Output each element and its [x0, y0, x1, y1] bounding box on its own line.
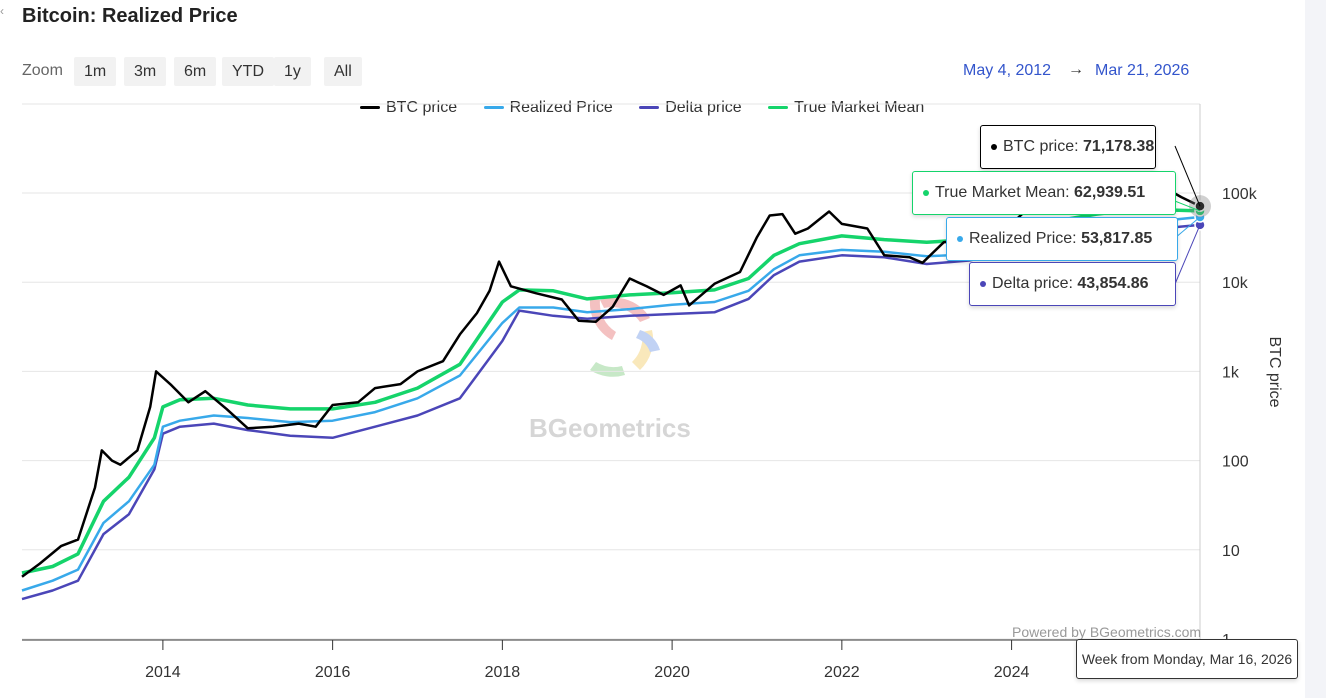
tooltip-realized-price: Realized Price: 53,817.85: [946, 217, 1178, 261]
range-from-date[interactable]: May 4, 2012: [963, 62, 1052, 79]
chart-title: Bitcoin: Realized Price: [22, 5, 238, 27]
range-arrow-icon: →: [1068, 61, 1084, 78]
tooltip-tmm-label: True Market Mean:: [935, 184, 1070, 201]
x-axis: 2014 2016 2018 2020 2022 2024: [22, 639, 1200, 681]
tooltip-btc-dot-icon: [991, 143, 997, 150]
y-tick-label: 10: [1222, 543, 1240, 560]
y-tick-label: 1k: [1222, 364, 1240, 381]
x-tick-label: 2014: [145, 664, 181, 681]
legend-item-realized[interactable]: Realized Price: [483, 99, 613, 117]
scroll-left-arrow-icon[interactable]: ‹: [0, 4, 4, 18]
x-tick-label: 2016: [315, 664, 351, 681]
y-axis-title: BTC price: [1266, 336, 1283, 407]
x-tick-label: 2018: [485, 664, 521, 681]
y-tick-label: 10k: [1222, 275, 1249, 292]
watermark-text: BGeometrics: [529, 413, 691, 443]
tooltip-true-market-mean: True Market Mean: 62,939.51: [912, 171, 1176, 215]
tooltip-date: Week from Monday, Mar 16, 2026: [1076, 639, 1298, 679]
tooltip-connector-btc: [1174, 145, 1201, 207]
zoom-all-button[interactable]: All: [324, 57, 362, 86]
legend-label-realized: Realized Price: [509, 99, 613, 116]
tooltip-btc-label: BTC price:: [1003, 138, 1079, 155]
y-tick-label: 100k: [1222, 186, 1258, 203]
tooltip-dp-dot-icon: [980, 280, 986, 287]
tooltip-delta-price: Delta price: 43,854.86: [969, 262, 1176, 306]
legend-label-btc: BTC price: [386, 99, 458, 116]
tooltip-rp-value: 53,817.85: [1081, 230, 1153, 247]
tooltip-btc-value: 71,178.38: [1083, 138, 1155, 155]
tooltip-connector-delta: [1174, 224, 1201, 285]
legend-swatch-delta: [639, 106, 660, 110]
x-tick-label: 2024: [994, 664, 1030, 681]
credits-link[interactable]: Powered by BGeometrics.com: [1012, 624, 1202, 640]
range-to-date[interactable]: Mar 21, 2026: [1095, 62, 1190, 79]
legend-item-tmm[interactable]: True Market Mean: [768, 99, 924, 117]
chart-hover-markers: [1151, 145, 1211, 285]
zoom-label: Zoom: [22, 62, 63, 79]
y-axis: 1101001k10k100k: [1222, 186, 1258, 649]
tooltip-rp-label: Realized Price:: [969, 230, 1077, 247]
x-tick-label: 2022: [824, 664, 860, 681]
zoom-1m-button[interactable]: 1m: [74, 57, 117, 86]
legend-swatch-tmm: [768, 106, 789, 110]
legend-item-btc[interactable]: BTC price: [360, 99, 457, 117]
legend-label-tmm: True Market Mean: [794, 99, 925, 116]
tooltip-rp-dot-icon: [957, 235, 963, 242]
tooltip-dp-value: 43,854.86: [1077, 275, 1149, 292]
tooltip-btc-price: BTC price: 71,178.38: [980, 125, 1156, 169]
tooltip-connector-realized: [1174, 216, 1201, 239]
x-tick-label: 2020: [654, 664, 690, 681]
legend-item-delta[interactable]: Delta price: [639, 99, 742, 117]
tooltip-tmm-dot-icon: [923, 189, 929, 196]
legend-swatch-btc: [360, 106, 380, 110]
tooltip-dp-label: Delta price:: [992, 275, 1073, 292]
y-tick-label: 100: [1222, 454, 1249, 471]
zoom-ytd-button[interactable]: YTD: [222, 57, 274, 86]
legend-label-delta: Delta price: [665, 99, 742, 116]
series-line-delta: [21, 223, 1201, 601]
legend-swatch-realized: [483, 106, 504, 110]
zoom-6m-button[interactable]: 6m: [174, 57, 217, 86]
zoom-1y-button[interactable]: 1y: [274, 57, 311, 86]
tooltip-tmm-value: 62,939.51: [1074, 184, 1146, 201]
chart-legend: BTC price Realized Price Delta price Tru…: [360, 99, 946, 117]
right-page-strip: [1305, 0, 1326, 698]
zoom-3m-button[interactable]: 3m: [124, 57, 167, 86]
